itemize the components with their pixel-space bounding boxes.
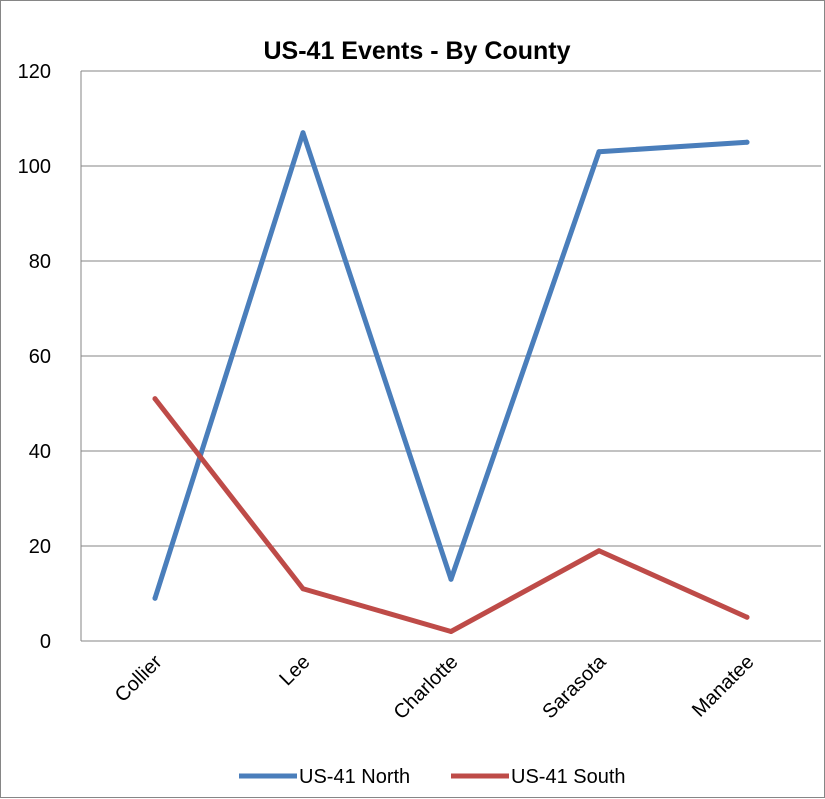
x-tick-label: Sarasota	[538, 650, 611, 723]
y-tick-label: 20	[29, 536, 51, 558]
series	[152, 130, 750, 634]
data-point	[596, 149, 602, 155]
chart-title: US-41 Events - By County	[263, 37, 570, 65]
y-tick-label: 100	[18, 156, 51, 178]
x-tick-label: Collier	[111, 651, 167, 707]
legend-label: US-41 South	[511, 766, 626, 788]
x-tick-label: Charlotte	[390, 651, 463, 724]
x-tick-label: Manatee	[688, 651, 759, 722]
data-point	[448, 629, 454, 634]
data-point	[744, 614, 750, 620]
legend-label: US-41 North	[299, 766, 410, 788]
y-tick-label: 60	[29, 346, 51, 368]
y-axis-ticks: 0 20 40 60 80 100 120	[18, 61, 51, 653]
data-point	[448, 576, 454, 582]
y-tick-label: 40	[29, 441, 51, 463]
data-point	[744, 139, 750, 145]
x-tick-label: Lee	[275, 651, 314, 690]
legend: US-41 North US-41 South	[239, 766, 626, 788]
axes	[80, 71, 821, 642]
series-line-2	[152, 396, 750, 634]
data-point	[152, 595, 158, 601]
y-tick-label: 0	[40, 631, 51, 653]
data-point	[596, 548, 602, 554]
series-line-1	[152, 130, 750, 601]
data-point	[300, 130, 306, 136]
x-axis-ticks: Collier Lee Charlotte Sarasota Manatee	[111, 650, 759, 724]
y-tick-label: 80	[29, 251, 51, 273]
data-point	[152, 396, 158, 402]
data-point	[300, 586, 306, 592]
y-tick-label: 120	[18, 61, 51, 83]
